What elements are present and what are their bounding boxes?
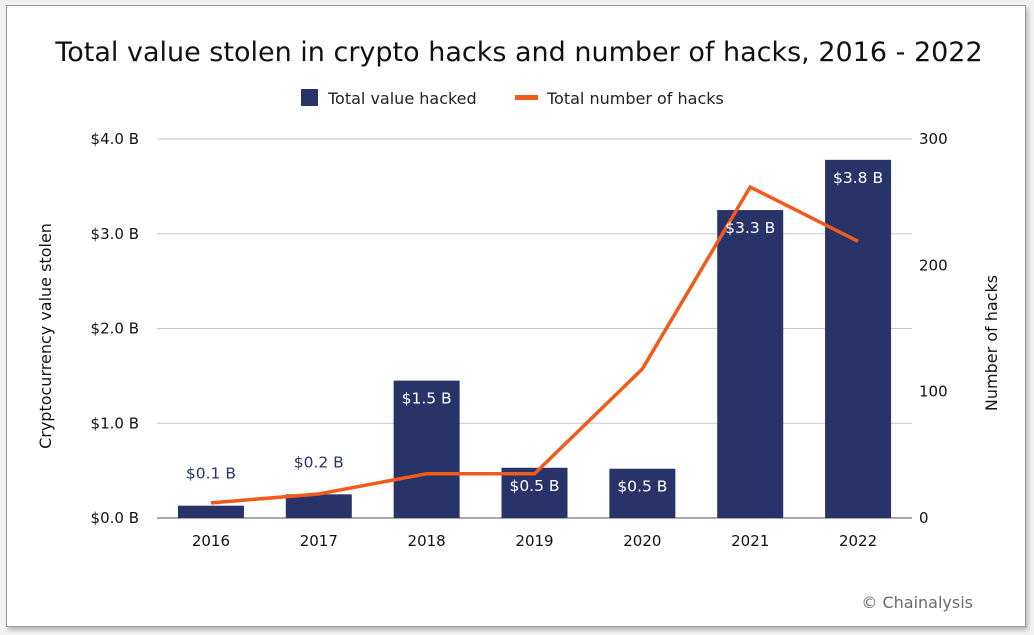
bar-data-label: $0.1 B xyxy=(186,465,236,483)
x-tick-label: 2020 xyxy=(623,532,661,550)
chart-canvas: Total value stolen in crypto hacks and n… xyxy=(36,37,1001,612)
bar-data-label: $0.5 B xyxy=(509,477,559,495)
bar-data-label: $3.3 B xyxy=(725,219,775,237)
y-axis-right-ticks: 0 100 200 300 xyxy=(919,130,948,527)
legend-label-value-hacked: Total value hacked xyxy=(327,89,477,108)
x-tick-label: 2018 xyxy=(408,532,446,550)
bar-2020 xyxy=(609,468,676,518)
x-tick-label: 2016 xyxy=(192,532,230,550)
bar-2016 xyxy=(177,505,244,518)
y-left-tick-label: $0.0 B xyxy=(91,509,139,527)
bar-data-label: $0.5 B xyxy=(617,478,667,496)
y-left-tick-label: $2.0 B xyxy=(91,320,139,338)
y-left-tick-label: $3.0 B xyxy=(91,225,139,243)
gridlines xyxy=(157,138,912,519)
bar-2017 xyxy=(285,494,352,518)
bar-data-label: $0.2 B xyxy=(294,453,344,471)
legend-swatch-value-hacked xyxy=(301,89,318,106)
x-axis-ticks: 2016 2017 2018 2019 2020 2021 2022 xyxy=(192,532,877,550)
x-tick-label: 2019 xyxy=(515,532,553,550)
bar-2019 xyxy=(501,467,568,518)
bar-2022 xyxy=(825,159,892,518)
line-series xyxy=(210,184,859,505)
chart-title: Total value stolen in crypto hacks and n… xyxy=(54,37,982,68)
x-tick-label: 2021 xyxy=(731,532,769,550)
y-right-tick-label: 300 xyxy=(919,130,948,148)
x-tick-label: 2022 xyxy=(839,532,877,550)
y-left-tick-label: $4.0 B xyxy=(91,130,139,148)
chart-credit: © Chainalysis xyxy=(861,593,973,612)
legend: Total value hacked Total number of hacks xyxy=(301,89,724,108)
y-axis-left-ticks: $0.0 B $1.0 B $2.0 B $3.0 B $4.0 B xyxy=(91,130,139,527)
x-tick-label: 2017 xyxy=(300,532,338,550)
bar-data-label: $3.8 B xyxy=(833,169,883,187)
y-right-tick-label: 100 xyxy=(919,383,948,401)
y-right-tick-label: 0 xyxy=(919,509,929,527)
legend-label-number-of-hacks: Total number of hacks xyxy=(546,89,724,108)
legend-swatch-number-of-hacks xyxy=(515,95,538,100)
y-right-tick-label: 200 xyxy=(919,256,948,274)
chart-frame: Total value stolen in crypto hacks and n… xyxy=(6,5,1026,627)
bar-data-label: $1.5 B xyxy=(402,390,452,408)
y-axis-right-title: Number of hacks xyxy=(982,275,1001,411)
bar-series xyxy=(177,159,892,518)
bar-2018 xyxy=(393,380,460,518)
bar-data-labels: $0.1 B $0.2 B $1.5 B $0.5 B $0.5 B $3.3 B $3.8… xyxy=(186,169,883,496)
y-left-tick-label: $1.0 B xyxy=(91,414,139,432)
y-axis-left-title: Cryptocurrency value stolen xyxy=(36,223,55,449)
bar-2021 xyxy=(717,210,784,518)
